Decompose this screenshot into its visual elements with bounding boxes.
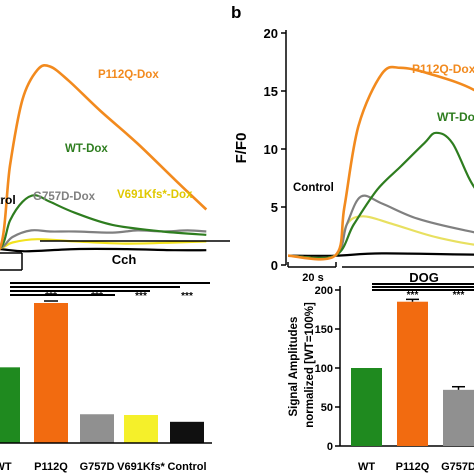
b-scale-label: 20 s <box>302 272 323 284</box>
b-bars-y-axis-label: Signal Amplitudes normalized [WT=100%] <box>288 302 316 428</box>
b-trace-control <box>287 194 474 260</box>
b-trace-label-control: Control <box>293 182 334 194</box>
b-bars-y-label-line1: Signal Amplitudes <box>288 317 300 417</box>
b-bars-y-tick-label: 100 <box>315 363 333 375</box>
b-bars-y-label-line2: normalized [WT=100%] <box>304 302 316 428</box>
a-trace-label-g757d-dox: G757D-Dox <box>33 191 96 203</box>
b-y-tick-label: 10 <box>264 142 278 157</box>
b-y-tick-label: 20 <box>264 26 278 41</box>
a-bar-significance: *** <box>135 291 147 302</box>
a-bars-significance-lines <box>10 282 210 296</box>
b-y-tick-label: 5 <box>271 200 278 215</box>
b-y-tick-label: 15 <box>264 84 278 99</box>
b-y-tick-label: 0 <box>271 258 278 273</box>
b-bar-significance: *** <box>453 290 465 301</box>
a-trace-label-control: Control <box>0 193 16 207</box>
b-y-axis-label: F/F0 <box>233 133 250 164</box>
a-bar-p112q <box>34 303 68 443</box>
a-bar-significance: *** <box>45 291 57 302</box>
b-trace-wt-dox <box>287 131 474 260</box>
b-bars-y-tick-label: 150 <box>315 324 333 336</box>
a-bar-significance: *** <box>181 291 193 302</box>
b-bar-category-label: G757D <box>441 461 474 473</box>
a-trace-p112q-dox <box>0 64 208 251</box>
b-bar-significance: *** <box>407 290 419 301</box>
a-bar-control <box>170 421 204 443</box>
b-bars-y-ticks: 0 50 100 150 200 <box>315 285 340 453</box>
b-bars-y-tick-label: 50 <box>321 402 333 414</box>
a-trace-label-v691kfs-dox: V691Kfs*-Dox <box>117 189 193 201</box>
a-bar-wt <box>0 367 20 443</box>
a-trace-wt-dox <box>0 194 207 250</box>
a-bar-g757d <box>80 414 114 443</box>
a-trace-control <box>0 247 207 253</box>
a-bar-v691kfs <box>124 415 158 443</box>
panel-b-stimulus-bar: 20 s DOG <box>287 262 474 285</box>
b-trace-label-p112q-dox: P112Q-Dox <box>412 62 474 76</box>
b-trace-unlabeled <box>287 252 474 257</box>
b-bars-y-tick-label: 200 <box>315 285 333 297</box>
a-trace-label-p112q-dox: P112Q-Dox <box>98 69 159 81</box>
a-bar-category-label: G757D <box>80 461 115 473</box>
b-bars-significance-lines <box>372 283 474 291</box>
a-bar-category-label: Control <box>167 461 206 473</box>
b-bars-y-tick-label: 0 <box>327 441 333 453</box>
b-y-ticks: 0 5 10 15 20 <box>264 26 286 273</box>
b-bar-category-label: WT <box>358 461 375 473</box>
panel-b-traces: P112Q-Dox WT-Dox Control <box>287 62 474 261</box>
b-trace-label-wt-dox: WT-Dox <box>437 110 474 124</box>
b-bar-p112q <box>397 301 428 446</box>
b-dog-label: DOG <box>409 270 439 285</box>
b-bar-wt <box>351 368 382 446</box>
panel-a-stimulus-bar: Cch <box>0 240 230 271</box>
a-bar-category-label: V691Kfs* <box>117 461 165 473</box>
a-bar-category-label: P112Q <box>34 461 68 473</box>
panel-b-label: b <box>231 3 241 22</box>
a-bar-category-label: WT <box>0 461 12 473</box>
b-trace-unlabeled <box>287 215 474 260</box>
b-traces-y-axis: 0 5 10 15 20 F/F0 <box>233 26 287 273</box>
a-trace-label-wt-dox: WT-Dox <box>65 143 108 155</box>
b-trace-p112q-dox <box>287 65 474 261</box>
a-cch-label: Cch <box>112 252 137 267</box>
panel-b-bar-chart: WT *** P112Q *** G757D <box>351 290 474 473</box>
b-bar-category-label: P112Q <box>396 461 430 473</box>
panel-a-traces: P112Q-Dox WT-Dox G757D-Dox V691Kfs*-Dox Cont… <box>0 64 208 253</box>
b-bars-axes: 0 50 100 150 200 Signal Amplitudes normalize… <box>288 285 474 453</box>
a-bar-significance: *** <box>91 291 103 302</box>
b-bar-g757d <box>443 389 474 446</box>
panel-a-bar-chart: WT *** P112Q *** G757D *** V691Kfs* *** Control <box>0 291 207 473</box>
